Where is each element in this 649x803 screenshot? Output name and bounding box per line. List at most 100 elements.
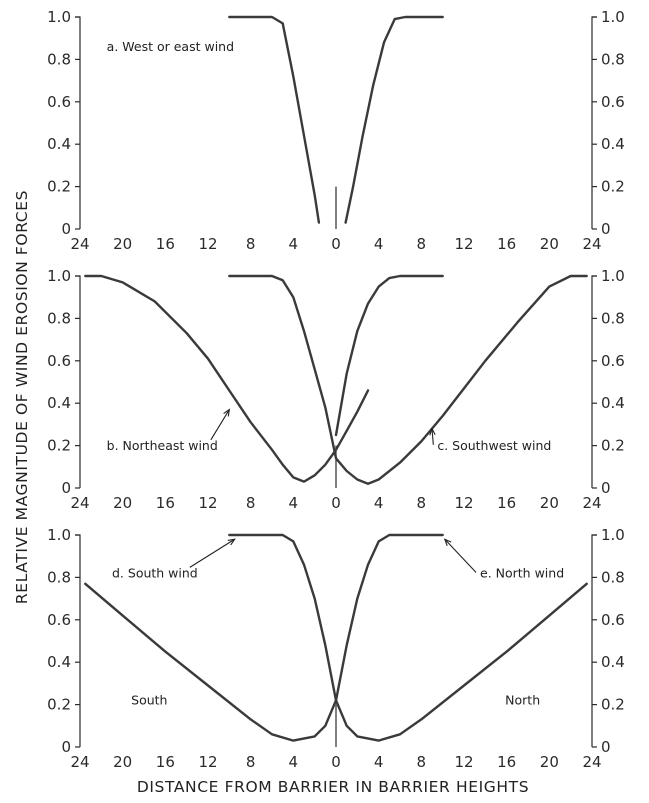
- right-axis: [591, 534, 597, 747]
- annotation-arrow: [431, 428, 434, 445]
- y-tick-label-right: 1.0: [601, 526, 625, 544]
- y-tick-label-right: 0: [601, 220, 611, 238]
- y-tick-label-left: 0.2: [47, 437, 71, 455]
- y-tick-label-right: 0: [601, 479, 611, 497]
- annotation-arrowhead: [227, 538, 236, 546]
- x-tick-label: 20: [540, 235, 559, 253]
- right-axis: [591, 275, 597, 488]
- y-tick-label-right: 0.4: [601, 135, 625, 153]
- curve-a-1: [228, 15, 321, 224]
- y-tick-label-right: 0.6: [601, 352, 625, 370]
- x-tick-label: 8: [417, 494, 427, 512]
- y-axis-title: RELATIVE MAGNITUDE OF WIND EROSION FORCE…: [13, 190, 31, 604]
- x-tick-label: 24: [582, 753, 601, 771]
- y-tick-label-left: 0.2: [47, 696, 71, 714]
- curve-de-1: [84, 533, 444, 742]
- x-tick-label: 4: [374, 494, 384, 512]
- curve-a-2: [344, 15, 444, 224]
- y-tick-label-left: 1.0: [47, 526, 71, 544]
- x-tick-label: 20: [540, 753, 559, 771]
- x-tick-label: 4: [289, 494, 299, 512]
- y-tick-label-left: 1.0: [47, 8, 71, 26]
- y-tick-label-left: 0.2: [47, 178, 71, 196]
- x-tick-label: 8: [246, 494, 256, 512]
- y-tick-label-left: 0.6: [47, 352, 71, 370]
- right-axis: [591, 16, 597, 229]
- x-tick-label: 20: [540, 494, 559, 512]
- x-tick-label: 4: [374, 753, 384, 771]
- annotation-arrow: [189, 538, 235, 568]
- y-tick-label-right: 0.8: [601, 50, 625, 68]
- x-tick-label: 4: [289, 753, 299, 771]
- x-tick-label: 12: [198, 753, 217, 771]
- panel-label-a: a. West or east wind: [107, 39, 234, 54]
- left-axis: [75, 16, 81, 229]
- x-tick-label: 8: [417, 753, 427, 771]
- x-tick-label: 4: [374, 235, 384, 253]
- y-tick-label-left: 0.4: [47, 653, 71, 671]
- x-tick-label: 24: [70, 494, 89, 512]
- y-tick-label-right: 0.2: [601, 696, 625, 714]
- x-tick-label: 4: [289, 235, 299, 253]
- y-tick-label-left: 0.4: [47, 135, 71, 153]
- annotation-label: e. North wind: [480, 565, 564, 580]
- x-tick-label: 0: [331, 494, 341, 512]
- y-tick-label-left: 0: [61, 479, 71, 497]
- x-tick-label: 12: [454, 753, 473, 771]
- y-tick-label-right: 0.8: [601, 568, 625, 586]
- chart-panels: 0 00.2 0.20.4 0.40.6 0.60.8 0.81.0 1.024 20 16 12…: [47, 8, 625, 771]
- curve-bc-2: [228, 274, 588, 485]
- annotation-label: c. Southwest wind: [437, 438, 551, 453]
- y-tick-label-left: 0.6: [47, 93, 71, 111]
- annotation-arrowhead: [429, 427, 436, 436]
- x-tick-label: 16: [497, 235, 516, 253]
- y-tick-label-left: 0.6: [47, 611, 71, 629]
- panel-bc: 0 0 0.2 0.2 0.4 0.4 0.6 0.6 0.8 0.8 1.0 1.0 24 20 16 12…: [47, 267, 625, 512]
- x-tick-label: 20: [113, 753, 132, 771]
- x-tick-label: 0: [331, 753, 341, 771]
- panel-a: 0 0 0.2 0.2 0.4 0.4 0.6 0.6 0.8 0.8 1.0 1.0 24 20 16 12…: [47, 8, 625, 253]
- x-tick-label: 24: [70, 235, 89, 253]
- y-tick-label-right: 0.6: [601, 611, 625, 629]
- x-tick-label: 12: [454, 494, 473, 512]
- y-tick-label-right: 0: [601, 738, 611, 756]
- x-tick-label: 20: [113, 235, 132, 253]
- y-tick-label-right: 1.0: [601, 8, 625, 26]
- x-tick-label: 16: [156, 494, 175, 512]
- x-tick-label: 12: [454, 235, 473, 253]
- annotation-arrow: [210, 409, 230, 441]
- x-tick-label: 16: [156, 235, 175, 253]
- curve-de-2: [228, 533, 588, 742]
- x-tick-label: 24: [70, 753, 89, 771]
- x-tick-label: 16: [156, 753, 175, 771]
- x-tick-label: 8: [246, 753, 256, 771]
- curve-bc-1: [84, 274, 370, 483]
- y-tick-label-left: 0: [61, 738, 71, 756]
- y-tick-label-right: 0.6: [601, 93, 625, 111]
- x-tick-label: 8: [417, 235, 427, 253]
- y-tick-label-left: 1.0: [47, 267, 71, 285]
- curve-bc-3: [334, 274, 444, 437]
- y-tick-label-left: 0.8: [47, 568, 71, 586]
- left-axis: [75, 275, 81, 488]
- x-tick-label: 12: [198, 235, 217, 253]
- y-tick-label-left: 0.4: [47, 394, 71, 412]
- annotation-arrowhead: [223, 408, 231, 417]
- x-tick-label: 0: [331, 235, 341, 253]
- y-tick-label-right: 0.2: [601, 178, 625, 196]
- y-tick-label-right: 0.2: [601, 437, 625, 455]
- annotation-label: d. South wind: [112, 565, 198, 580]
- y-tick-label-left: 0.8: [47, 309, 71, 327]
- x-tick-label: 24: [582, 235, 601, 253]
- x-tick-label: 16: [497, 753, 516, 771]
- x-tick-label: 8: [246, 235, 256, 253]
- y-tick-label-right: 1.0: [601, 267, 625, 285]
- x-axis-title: DISTANCE FROM BARRIER IN BARRIER HEIGHTS: [137, 778, 529, 796]
- annotation-label: b. Northeast wind: [107, 438, 218, 453]
- x-tick-label: 16: [497, 494, 516, 512]
- panel-de: 0 0 0.2 0.2 0.4 0.4 0.6 0.6 0.8 0.8 1.0 1.0 24 20 16 12…: [47, 526, 625, 771]
- annotation-arrow: [444, 538, 477, 573]
- y-tick-label-right: 0.4: [601, 653, 625, 671]
- side-label-south: South: [131, 693, 167, 708]
